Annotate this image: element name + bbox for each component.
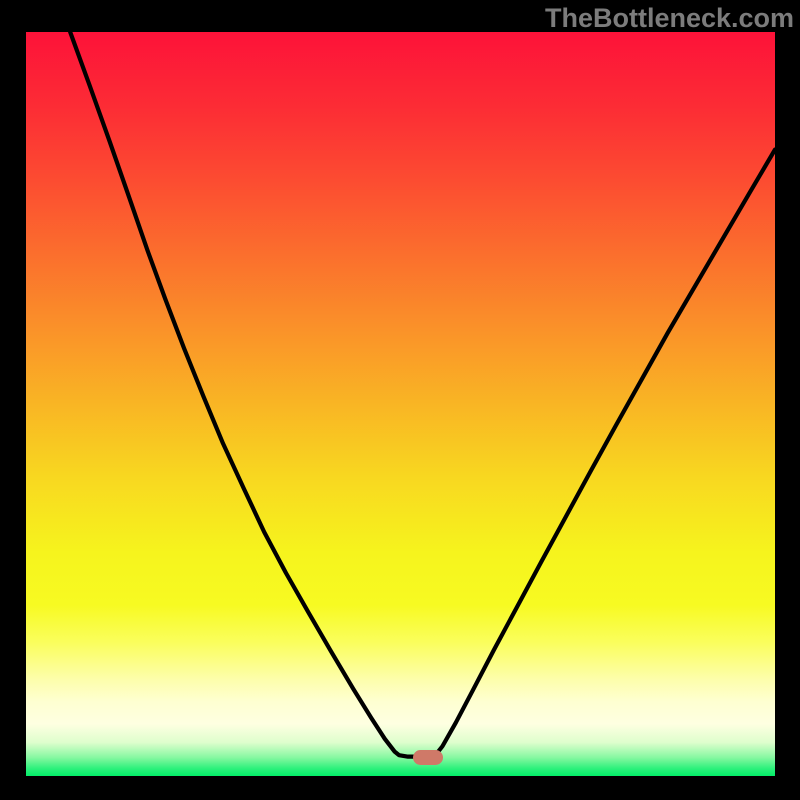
plot-area bbox=[26, 32, 775, 776]
optimum-marker bbox=[413, 750, 443, 765]
watermark: TheBottleneck.com bbox=[545, 3, 794, 34]
chart-canvas: TheBottleneck.com bbox=[0, 0, 800, 800]
